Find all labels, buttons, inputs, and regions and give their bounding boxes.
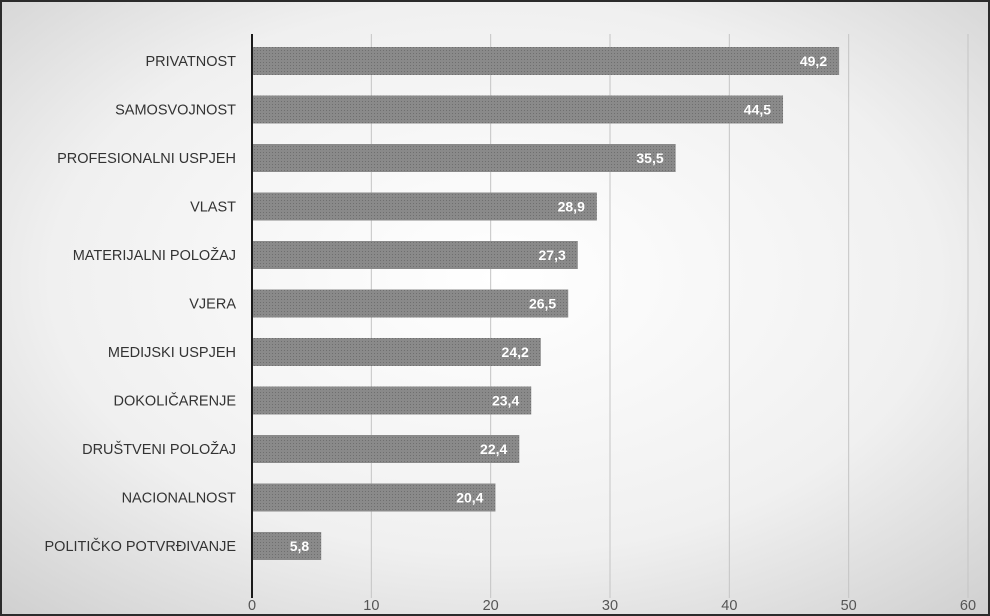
bar — [252, 289, 569, 318]
category-label: NACIONALNOST — [122, 491, 237, 507]
data-label: 26,5 — [529, 296, 556, 312]
data-label: 35,5 — [636, 150, 663, 166]
bar — [252, 338, 541, 366]
data-label: 27,3 — [539, 247, 566, 263]
category-label: POLITIČKO POTVRĐIVANJE — [45, 538, 237, 555]
bar — [252, 483, 496, 512]
bar — [252, 435, 520, 463]
category-label: SAMOSVOJNOST — [115, 103, 236, 119]
x-tick-label: 20 — [483, 598, 499, 614]
x-axis-ticks: 0 10 20 30 40 50 60 — [248, 598, 976, 614]
x-tick-label: 0 — [248, 598, 256, 614]
x-tick-label: 60 — [960, 598, 976, 614]
bar — [252, 144, 676, 172]
bar — [252, 241, 578, 269]
data-label: 22,4 — [480, 441, 507, 457]
data-label: 23,4 — [492, 393, 519, 409]
data-label: 28,9 — [558, 199, 585, 215]
category-label: PRIVATNOST — [146, 54, 237, 70]
data-label: 44,5 — [744, 102, 771, 118]
data-label: 24,2 — [502, 344, 529, 360]
bar — [252, 386, 532, 415]
category-labels: PRIVATNOST SAMOSVOJNOST PROFESIONALNI USPJ… — [45, 54, 237, 555]
data-label: 20,4 — [456, 490, 483, 506]
category-label: VLAST — [190, 200, 236, 216]
category-label: DOKOLIČARENJE — [114, 393, 237, 410]
category-label: PROFESIONALNI USPJEH — [57, 151, 236, 167]
category-label: MEDIJSKI USPJEH — [108, 345, 236, 361]
category-label: DRUŠTVENI POLOŽAJ — [82, 441, 236, 458]
bar — [252, 532, 322, 560]
data-label: 49,2 — [800, 53, 827, 69]
bar — [252, 47, 840, 75]
x-tick-label: 40 — [721, 598, 737, 614]
data-label: 5,8 — [290, 538, 310, 554]
bars: 49,2 44,5 35,5 28,9 27,3 26,5 24,2 23,4 22,4 20,4… — [252, 47, 840, 560]
x-tick-label: 10 — [363, 598, 379, 614]
category-label: VJERA — [189, 297, 236, 313]
x-tick-label: 30 — [602, 598, 618, 614]
category-label: MATERIJALNI POLOŽAJ — [73, 247, 236, 264]
bar — [252, 95, 784, 124]
bar — [252, 192, 597, 221]
x-tick-label: 50 — [841, 598, 857, 614]
